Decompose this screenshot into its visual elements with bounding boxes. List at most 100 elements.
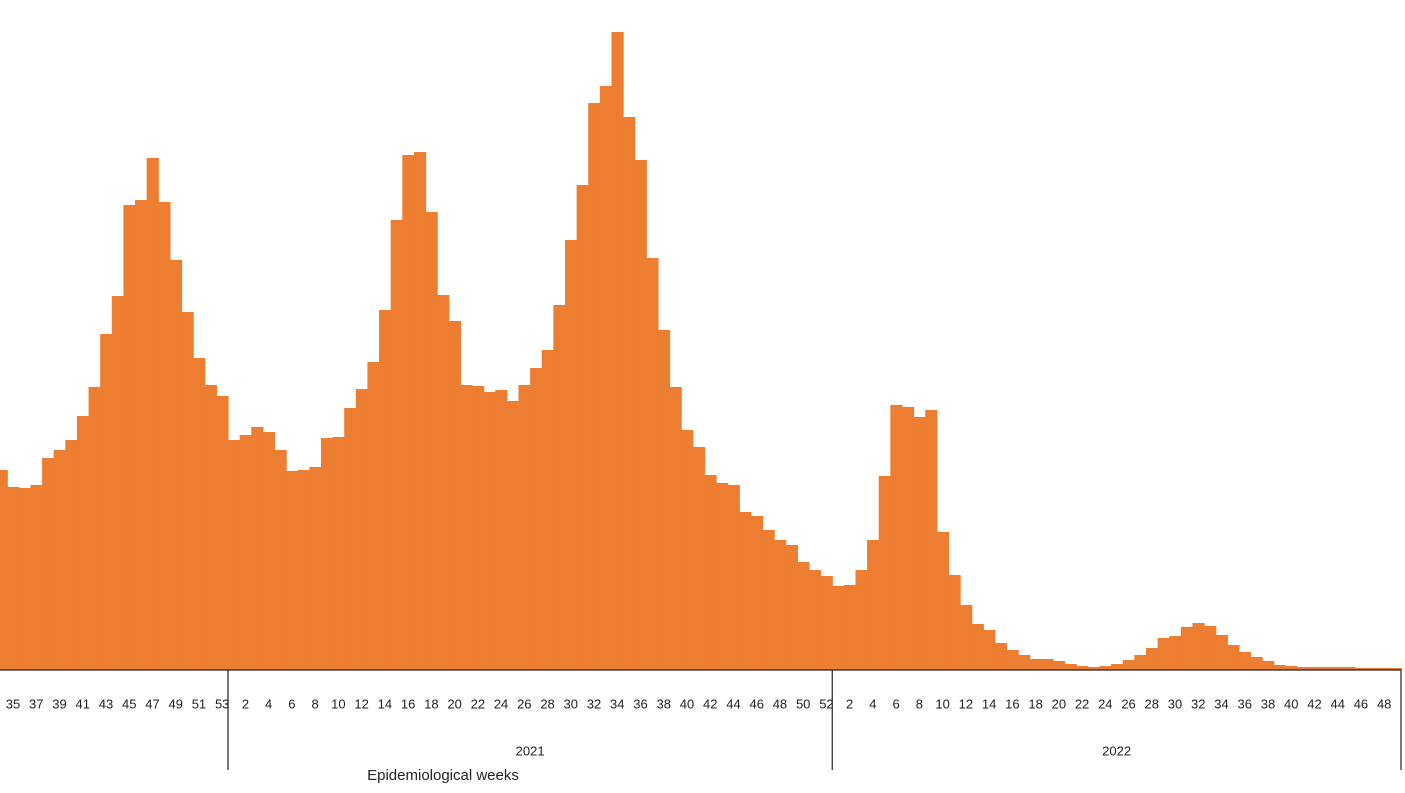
bar — [855, 570, 868, 670]
bar — [692, 447, 706, 670]
x-tick-label: 6 — [893, 696, 900, 711]
bar — [30, 485, 43, 670]
bar — [367, 362, 380, 670]
x-tick-label: 34 — [610, 696, 624, 711]
bar — [913, 417, 926, 670]
bar — [1215, 635, 1228, 670]
x-tick-label: 12 — [354, 696, 368, 711]
bar — [1041, 659, 1054, 670]
x-tick-label: 43 — [99, 696, 113, 711]
x-tick-label: 20 — [1052, 696, 1066, 711]
x-tick-label: 36 — [1238, 696, 1252, 711]
bar — [1180, 627, 1194, 670]
bar — [1273, 665, 1287, 670]
bar — [181, 312, 194, 670]
bar — [53, 450, 66, 670]
x-tick-label: 45 — [122, 696, 136, 711]
bar — [1134, 655, 1147, 670]
x-tick-label: 10 — [331, 696, 345, 711]
x-tick-label: 50 — [796, 696, 810, 711]
bar — [750, 516, 764, 670]
x-tick-label: 32 — [587, 696, 601, 711]
x-tick-label: 2 — [846, 696, 853, 711]
bar — [158, 202, 171, 670]
x-tick-label: 42 — [703, 696, 717, 711]
bar — [1250, 657, 1263, 670]
x-tick-label: 10 — [935, 696, 949, 711]
bar — [1355, 668, 1368, 670]
bar — [425, 212, 438, 670]
x-tick-label: 47 — [145, 696, 159, 711]
bar — [413, 152, 427, 670]
bar — [460, 385, 473, 670]
bar — [1018, 655, 1031, 670]
x-tick-label: 35 — [6, 696, 20, 711]
bar — [634, 160, 647, 670]
bar — [1378, 668, 1391, 670]
x-tick-label: 44 — [1330, 696, 1344, 711]
x-tick-label: 4 — [265, 696, 272, 711]
bar — [1145, 648, 1159, 670]
bar — [506, 401, 520, 670]
bar — [1390, 668, 1403, 670]
x-tick-label: 53 — [215, 696, 229, 711]
x-tick-label: 24 — [1098, 696, 1112, 711]
bar — [309, 467, 322, 670]
bar — [1331, 667, 1345, 670]
x-tick-label: 30 — [1168, 696, 1182, 711]
bar — [1169, 636, 1182, 670]
bar — [530, 368, 543, 670]
bar — [553, 305, 566, 670]
bar — [925, 410, 938, 670]
bar — [169, 260, 183, 670]
bar — [1297, 667, 1310, 670]
bar — [657, 330, 671, 670]
x-tick-label: 20 — [447, 696, 461, 711]
bar — [274, 450, 287, 670]
bar — [262, 432, 276, 670]
bar — [76, 416, 90, 670]
x-tick-label: 4 — [869, 696, 876, 711]
bar — [65, 440, 78, 670]
bar — [960, 605, 973, 670]
x-tick-label: 26 — [517, 696, 531, 711]
bar — [564, 240, 578, 670]
year-label: 2021 — [516, 743, 545, 758]
x-tick-label: 36 — [633, 696, 647, 711]
x-tick-label: 42 — [1307, 696, 1321, 711]
x-tick-label: 46 — [1354, 696, 1368, 711]
bar — [42, 458, 55, 670]
bar — [390, 220, 403, 670]
bar — [0, 470, 8, 670]
bar — [716, 483, 729, 670]
bar — [437, 295, 450, 670]
bar — [1192, 623, 1205, 670]
x-tick-label: 28 — [540, 696, 554, 711]
bar — [146, 158, 159, 670]
x-tick-label: 46 — [749, 696, 763, 711]
bar — [7, 487, 20, 670]
bar — [518, 385, 531, 670]
bar — [971, 624, 984, 670]
bar — [1308, 667, 1321, 670]
x-tick-label: 38 — [657, 696, 671, 711]
x-tick-label: 30 — [564, 696, 578, 711]
bar — [1343, 667, 1356, 670]
bar — [239, 435, 252, 670]
bar — [18, 488, 32, 670]
bar — [1099, 666, 1112, 670]
bar — [472, 386, 485, 670]
bar — [576, 185, 589, 670]
x-tick-label: 44 — [726, 696, 740, 711]
bar — [88, 387, 101, 670]
bar — [809, 570, 822, 670]
x-tick-label: 8 — [916, 696, 923, 711]
bar — [623, 117, 636, 670]
x-tick-label: 2 — [242, 696, 249, 711]
bar — [541, 350, 554, 670]
x-tick-label: 48 — [1377, 696, 1391, 711]
bar — [1238, 652, 1252, 670]
x-tick-label: 52 — [819, 696, 833, 711]
bar — [332, 437, 345, 670]
bar — [1204, 626, 1217, 670]
